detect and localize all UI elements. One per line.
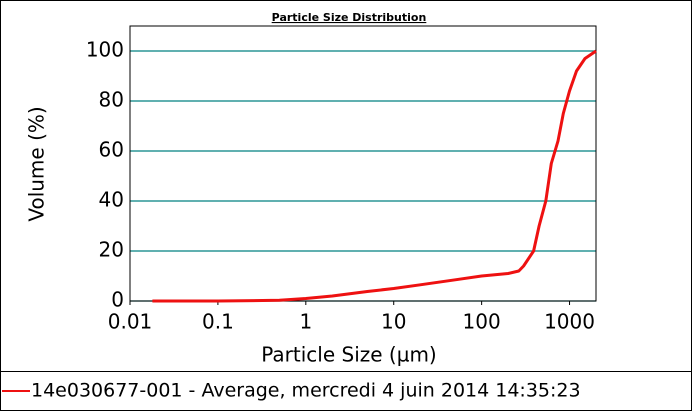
y-tick-label: 20 [99,238,124,262]
y-tick-label: 40 [99,188,124,212]
x-tick-label: 0.01 [108,310,153,334]
y-tick-label: 100 [86,38,124,62]
legend-label: 14e030677-001 - Average, mercredi 4 juin… [31,380,581,402]
x-tick-label: 10 [381,310,406,334]
series-line [152,49,597,303]
chart-title: Particle Size Distribution [272,11,427,24]
x-tick-label: 100 [463,310,501,334]
y-axis-label: Volume (%) [25,106,49,221]
legend-frame [0,371,692,411]
x-tick-label: 1 [299,310,312,334]
chart-frame [0,0,692,372]
x-tick-label: 0.1 [202,310,234,334]
y-tick-label: 0 [111,288,124,312]
x-axis-label: Particle Size (µm) [261,343,436,367]
legend: 14e030677-001 - Average, mercredi 4 juin… [2,380,581,402]
x-tick-label: 1000 [544,310,595,334]
y-tick-label: 60 [99,138,124,162]
plot-frame [129,25,597,302]
y-tick-label: 80 [99,88,124,112]
